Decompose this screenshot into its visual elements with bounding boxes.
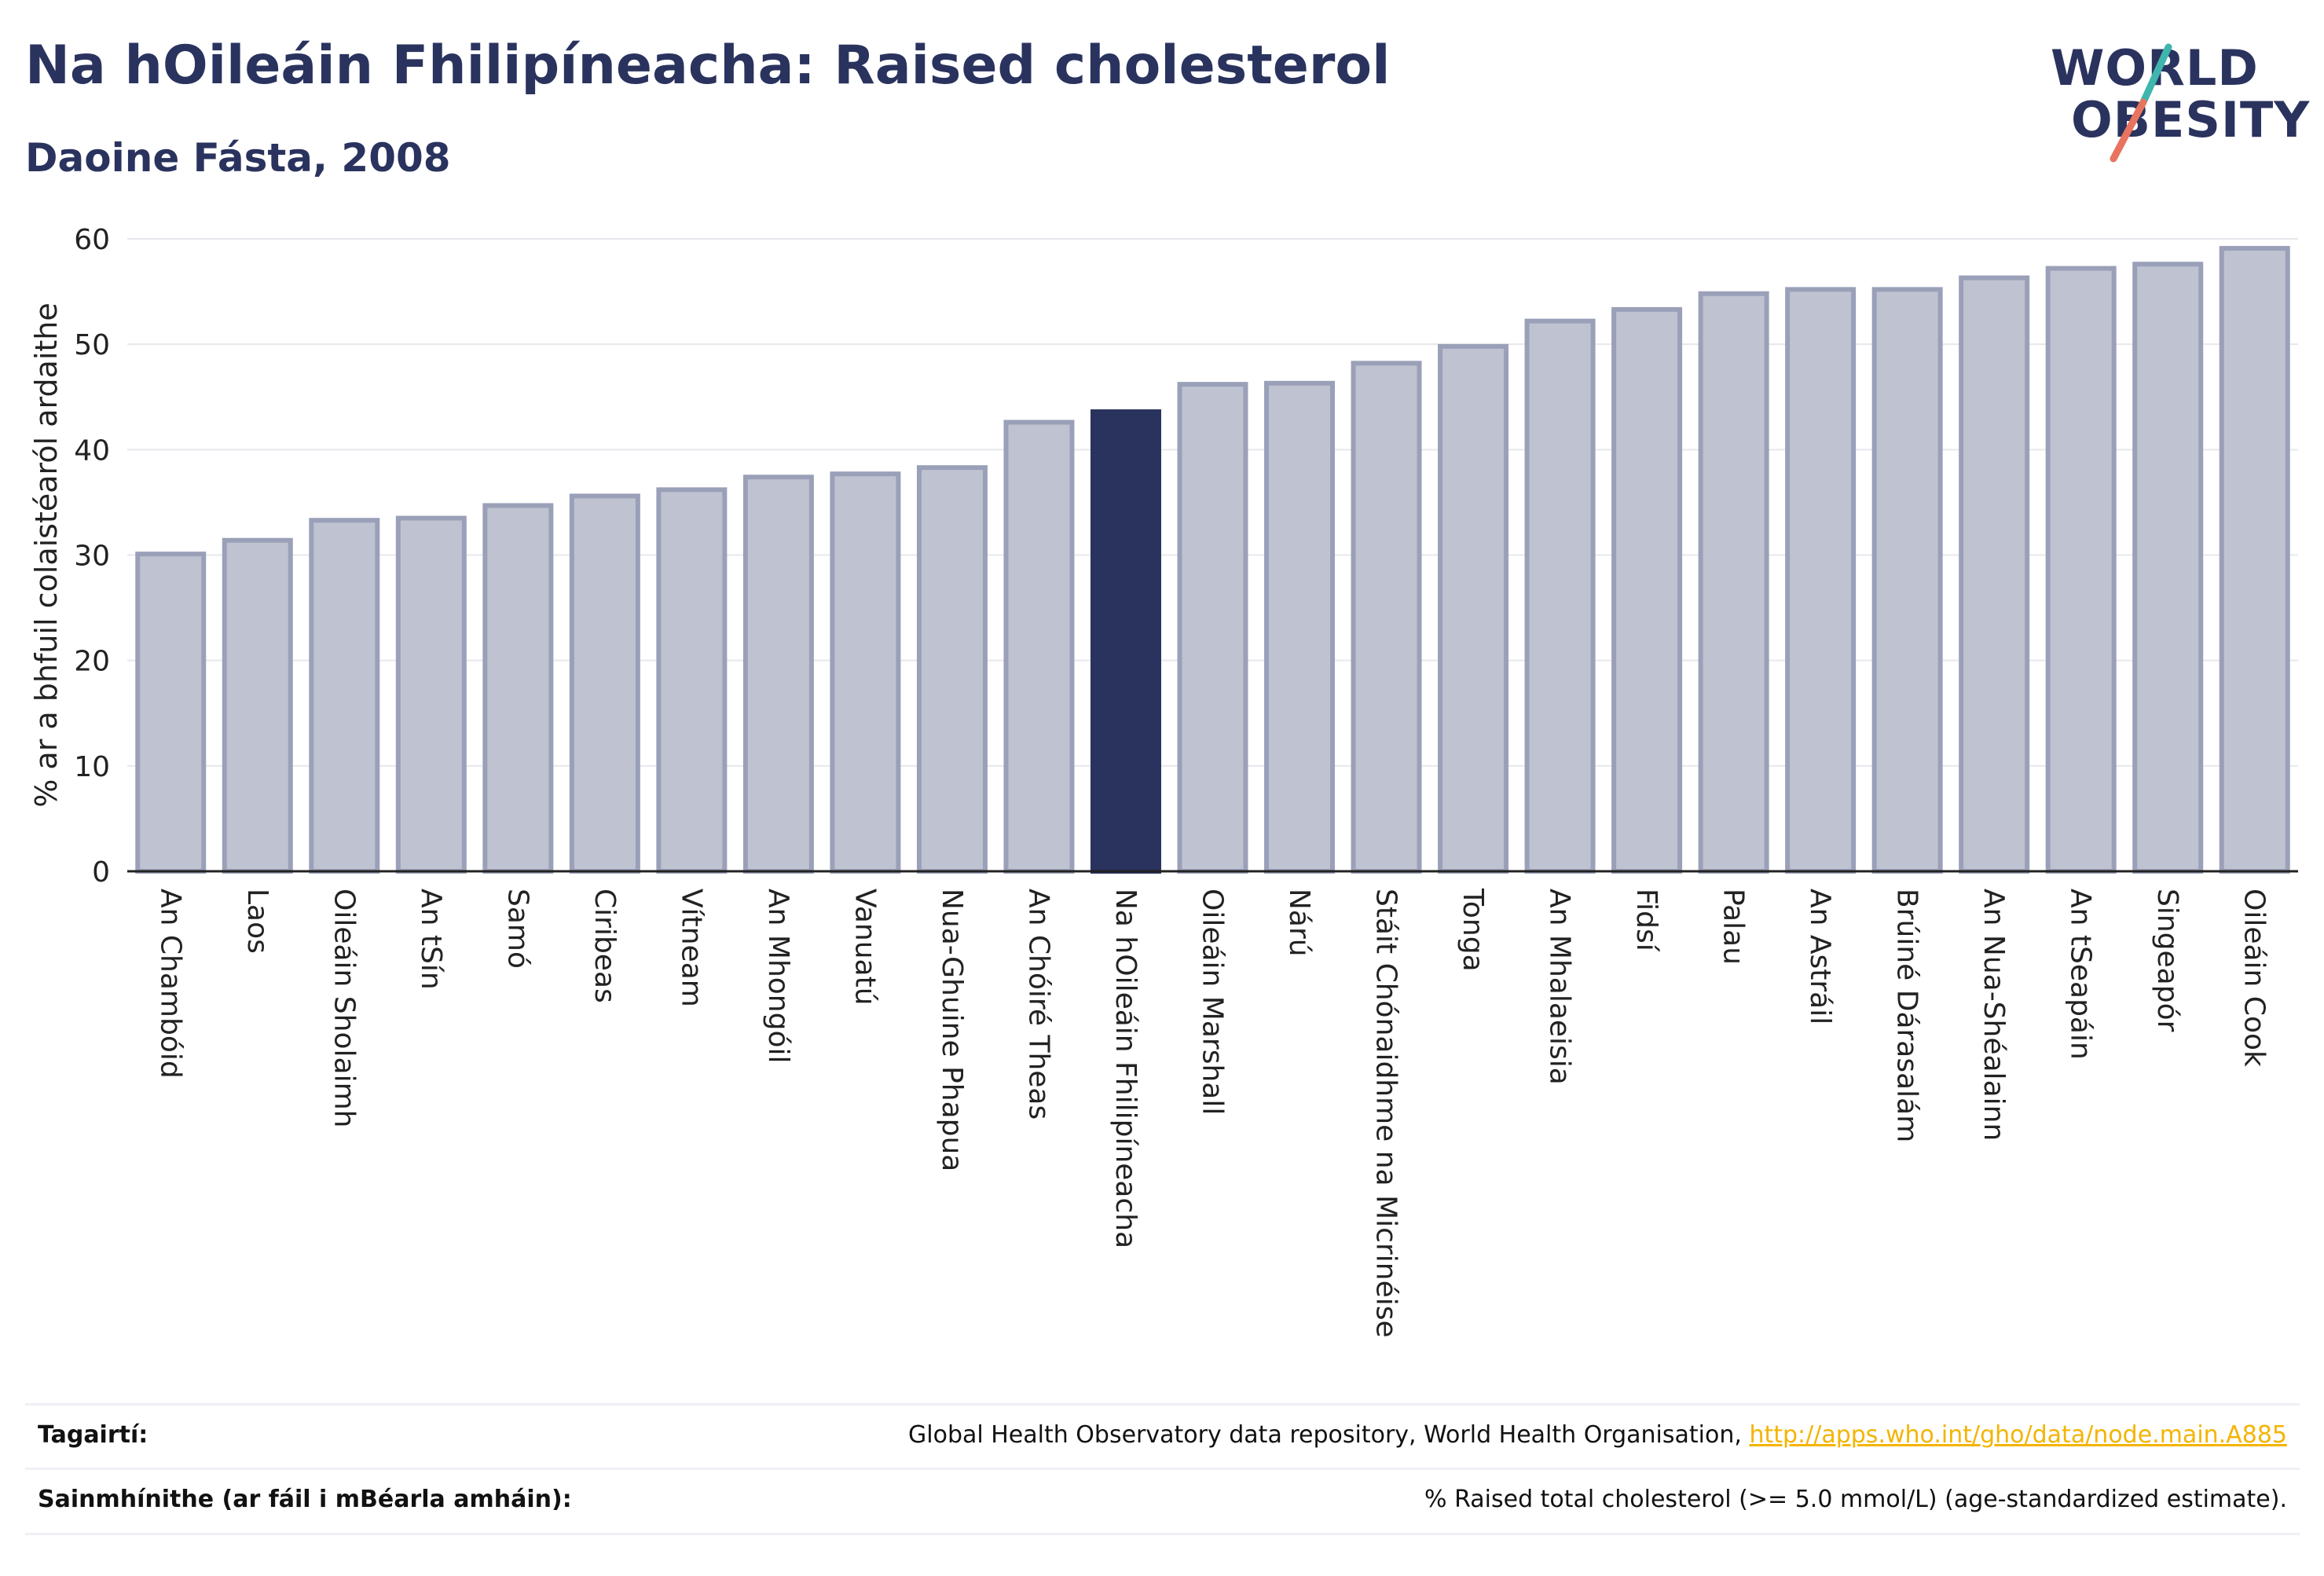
bar bbox=[1959, 275, 2030, 874]
chart-subtitle: Daoine Fásta, 2008 bbox=[25, 135, 451, 181]
x-tick-label: Laos bbox=[241, 889, 273, 954]
y-tick-label: 0 bbox=[92, 856, 110, 889]
x-tick-label: Ciribeas bbox=[588, 889, 621, 1003]
x-tick-label: Na hOileáin Fhilipíneacha bbox=[1109, 889, 1142, 1248]
x-tick-label: Tonga bbox=[1457, 888, 1489, 972]
x-tick-label: Samó bbox=[501, 889, 533, 969]
x-tick-label: An Chambóid bbox=[154, 889, 186, 1079]
definition-label: Sainmhínithe (ar fáil i mBéarla amháin): bbox=[38, 1486, 572, 1513]
x-tick-label: Oileáin Sholaimh bbox=[328, 889, 360, 1127]
sources-value: Global Health Observatory data repositor… bbox=[908, 1421, 2287, 1449]
x-tick-label: An Mhalaeisia bbox=[1544, 889, 1576, 1085]
y-tick-label: 50 bbox=[74, 329, 110, 361]
x-tick-label: Oileáin Cook bbox=[2238, 889, 2271, 1067]
bar bbox=[1438, 343, 1509, 874]
bar bbox=[742, 475, 814, 874]
x-tick-label: Oileáin Marshall bbox=[1197, 889, 1229, 1115]
chart-title: Na hOileáin Fhilipíneacha: Raised choles… bbox=[25, 35, 1391, 97]
bar bbox=[2045, 266, 2117, 874]
x-tick-label: An Chóiré Theas bbox=[1022, 889, 1054, 1120]
bar bbox=[1090, 409, 1161, 874]
bar bbox=[1524, 318, 1596, 874]
bar bbox=[569, 493, 640, 874]
definition-value: % Raised total cholesterol (>= 5.0 mmol/… bbox=[1424, 1486, 2287, 1513]
x-tick-label: Stáit Chónaidhme na Micrinéise bbox=[1370, 889, 1402, 1338]
x-tick-label: Vítneam bbox=[675, 889, 707, 1007]
bar bbox=[222, 537, 293, 874]
x-tick-label: Palau bbox=[1717, 889, 1750, 965]
x-tick-label: An Mhongóil bbox=[762, 889, 794, 1064]
bar bbox=[1698, 291, 1769, 874]
x-tick-label: An Astráil bbox=[1804, 889, 1836, 1024]
x-tick-label: Fidsí bbox=[1630, 889, 1662, 952]
y-axis-label: % ar a bhfuil colaistéaról ardaithe bbox=[29, 302, 64, 808]
x-tick-label: An tSeapáin bbox=[2065, 889, 2097, 1060]
bar bbox=[1351, 361, 1422, 874]
y-tick-label: 30 bbox=[74, 541, 110, 573]
x-tick-label: Vanuatú bbox=[849, 889, 881, 1006]
bar bbox=[135, 552, 207, 874]
bar bbox=[2132, 262, 2204, 874]
x-tick-label: An tSín bbox=[415, 889, 447, 990]
x-tick-label: An Nua-Shéalainn bbox=[1978, 889, 2010, 1141]
world-obesity-logo: WORLD OBESITY bbox=[2051, 24, 2310, 165]
bar bbox=[1871, 287, 1943, 874]
bar bbox=[2219, 246, 2290, 874]
logo-word-world: WORLD bbox=[2051, 39, 2259, 97]
x-tick-label: Singeapór bbox=[2151, 889, 2183, 1032]
y-tick-label: 40 bbox=[74, 434, 110, 467]
sources-text: Global Health Observatory data repositor… bbox=[908, 1421, 1750, 1449]
logo-slash-icon bbox=[2110, 43, 2172, 163]
bar bbox=[395, 515, 467, 874]
x-tick-label: Brúiné Dárasalám bbox=[1891, 889, 1923, 1142]
bar bbox=[1003, 420, 1075, 874]
bar bbox=[1264, 380, 1336, 874]
bar-chart: 0 10 20 30 40 50 60 % ar a bhfuil colaistéaról … bbox=[29, 224, 2298, 1338]
bar bbox=[656, 487, 728, 874]
bar bbox=[830, 471, 901, 874]
definition-row: Sainmhínithe (ar fáil i mBéarla amháin):… bbox=[25, 1468, 2300, 1535]
bar bbox=[482, 503, 554, 874]
logo-word-obesity: OBESITY bbox=[2071, 91, 2311, 148]
sources-label: Tagairtí: bbox=[38, 1421, 148, 1449]
y-tick-label: 10 bbox=[74, 751, 110, 783]
bar bbox=[1177, 382, 1248, 874]
bar bbox=[309, 518, 380, 874]
bar bbox=[916, 465, 988, 874]
x-tick-label: Nárú bbox=[1283, 889, 1315, 957]
y-tick-label: 20 bbox=[74, 646, 110, 678]
bar bbox=[1611, 306, 1683, 874]
y-tick-label: 60 bbox=[74, 224, 110, 256]
bar bbox=[1785, 287, 1857, 874]
x-tick-label: Nua-Ghuine Phapua bbox=[936, 889, 968, 1171]
sources-row: Tagairtí: Global Health Observatory data… bbox=[25, 1403, 2300, 1468]
sources-link[interactable]: http://apps.who.int/gho/data/node.main.A… bbox=[1749, 1421, 2287, 1449]
